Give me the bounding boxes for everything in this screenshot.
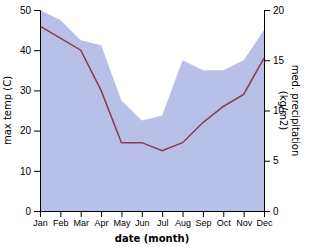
tick-mark: [34, 211, 40, 212]
axis-line: [265, 11, 271, 212]
tick-mark: [142, 211, 143, 217]
tick-label: 40: [20, 45, 32, 56]
tick: 15: [264, 55, 285, 66]
tick: Sep: [195, 211, 211, 228]
tick: Mar: [73, 211, 89, 228]
tick-label: May: [113, 218, 131, 228]
tick-label: Apr: [95, 218, 109, 228]
tick: Jan: [33, 211, 48, 228]
x-axis: Jan Feb Mar Apr May Jun Jul Aug Sep Oct NovDec: [33, 211, 273, 228]
tick-mark: [34, 131, 40, 132]
plot: JanFebMarAprMayJunJulAugSepOctNovDec0102…: [2, 5, 301, 244]
tick: Aug: [175, 211, 191, 228]
chart: JanFebMarAprMayJunJulAugSepOctNovDec0102…: [0, 0, 318, 247]
y-axis-title: max temp (C): [2, 76, 13, 145]
tick-label: 0: [25, 206, 31, 217]
tick-label: Oct: [217, 218, 232, 228]
tick-label: Jul: [157, 218, 169, 228]
line: [40, 26, 264, 151]
y2-axis-title: med. precipitation(kg/m2): [278, 65, 301, 157]
tick-label: 5: [273, 155, 279, 166]
tick: 40: [20, 45, 40, 56]
tick-label: 15: [273, 55, 285, 66]
tick: Oct: [217, 211, 232, 228]
tick-mark: [244, 211, 245, 217]
axis-line: [34, 11, 41, 212]
axis-line: [41, 212, 265, 218]
tick-label: Nov: [236, 218, 253, 228]
y-axis: 0 10 20 30 40 50: [20, 5, 41, 217]
tick-mark: [34, 10, 40, 11]
tick-label: 20: [273, 5, 285, 16]
tick: Jul: [157, 211, 169, 228]
tick-mark: [101, 211, 102, 217]
tick-mark: [81, 211, 82, 217]
tick-label: Mar: [73, 218, 89, 228]
tick-mark: [60, 211, 61, 217]
tick: 50: [20, 5, 40, 16]
tick-mark: [34, 171, 40, 172]
tick-label: Aug: [175, 218, 191, 228]
marks: [40, 10, 264, 211]
tick-label: 20: [20, 125, 32, 136]
tick-label: 50: [20, 5, 32, 16]
tick: 0: [264, 206, 279, 217]
y2-axis-title-line: med. precipitation: [290, 65, 301, 157]
tick: 20: [20, 125, 40, 136]
tick: Apr: [95, 211, 109, 228]
tick-mark: [121, 211, 122, 217]
tick-mark: [34, 90, 40, 91]
tick-label: 10: [20, 166, 32, 177]
tick-mark: [203, 211, 204, 217]
tick-mark: [264, 10, 270, 11]
tick: Feb: [53, 211, 69, 228]
tick: 30: [20, 85, 40, 96]
tick: Dec: [256, 211, 273, 228]
tick-label: Jun: [135, 218, 150, 228]
tick: 20: [264, 5, 285, 16]
tick-mark: [162, 211, 163, 217]
tick-mark: [264, 211, 270, 212]
tick-label: Jan: [33, 218, 48, 228]
tick-label: Sep: [195, 218, 211, 228]
tick-mark: [264, 161, 270, 162]
tick: 5: [264, 155, 279, 166]
tick: Nov: [236, 211, 253, 228]
tick-mark: [183, 211, 184, 217]
area: [40, 10, 264, 211]
tick-label: Dec: [256, 218, 273, 228]
tick-label: 0: [273, 206, 279, 217]
tick-mark: [223, 211, 224, 217]
y2-axis-title-line: (kg/m2): [278, 91, 289, 131]
x-axis-title: date (month): [115, 233, 189, 244]
tick-mark: [34, 50, 40, 51]
tick-label: Feb: [53, 218, 69, 228]
tick: 0: [25, 206, 40, 217]
tick-mark: [264, 111, 270, 112]
tick-label: 30: [20, 85, 32, 96]
tick-mark: [264, 60, 270, 61]
tick: May: [113, 211, 131, 228]
tick: 10: [20, 166, 40, 177]
tick: Jun: [135, 211, 150, 228]
